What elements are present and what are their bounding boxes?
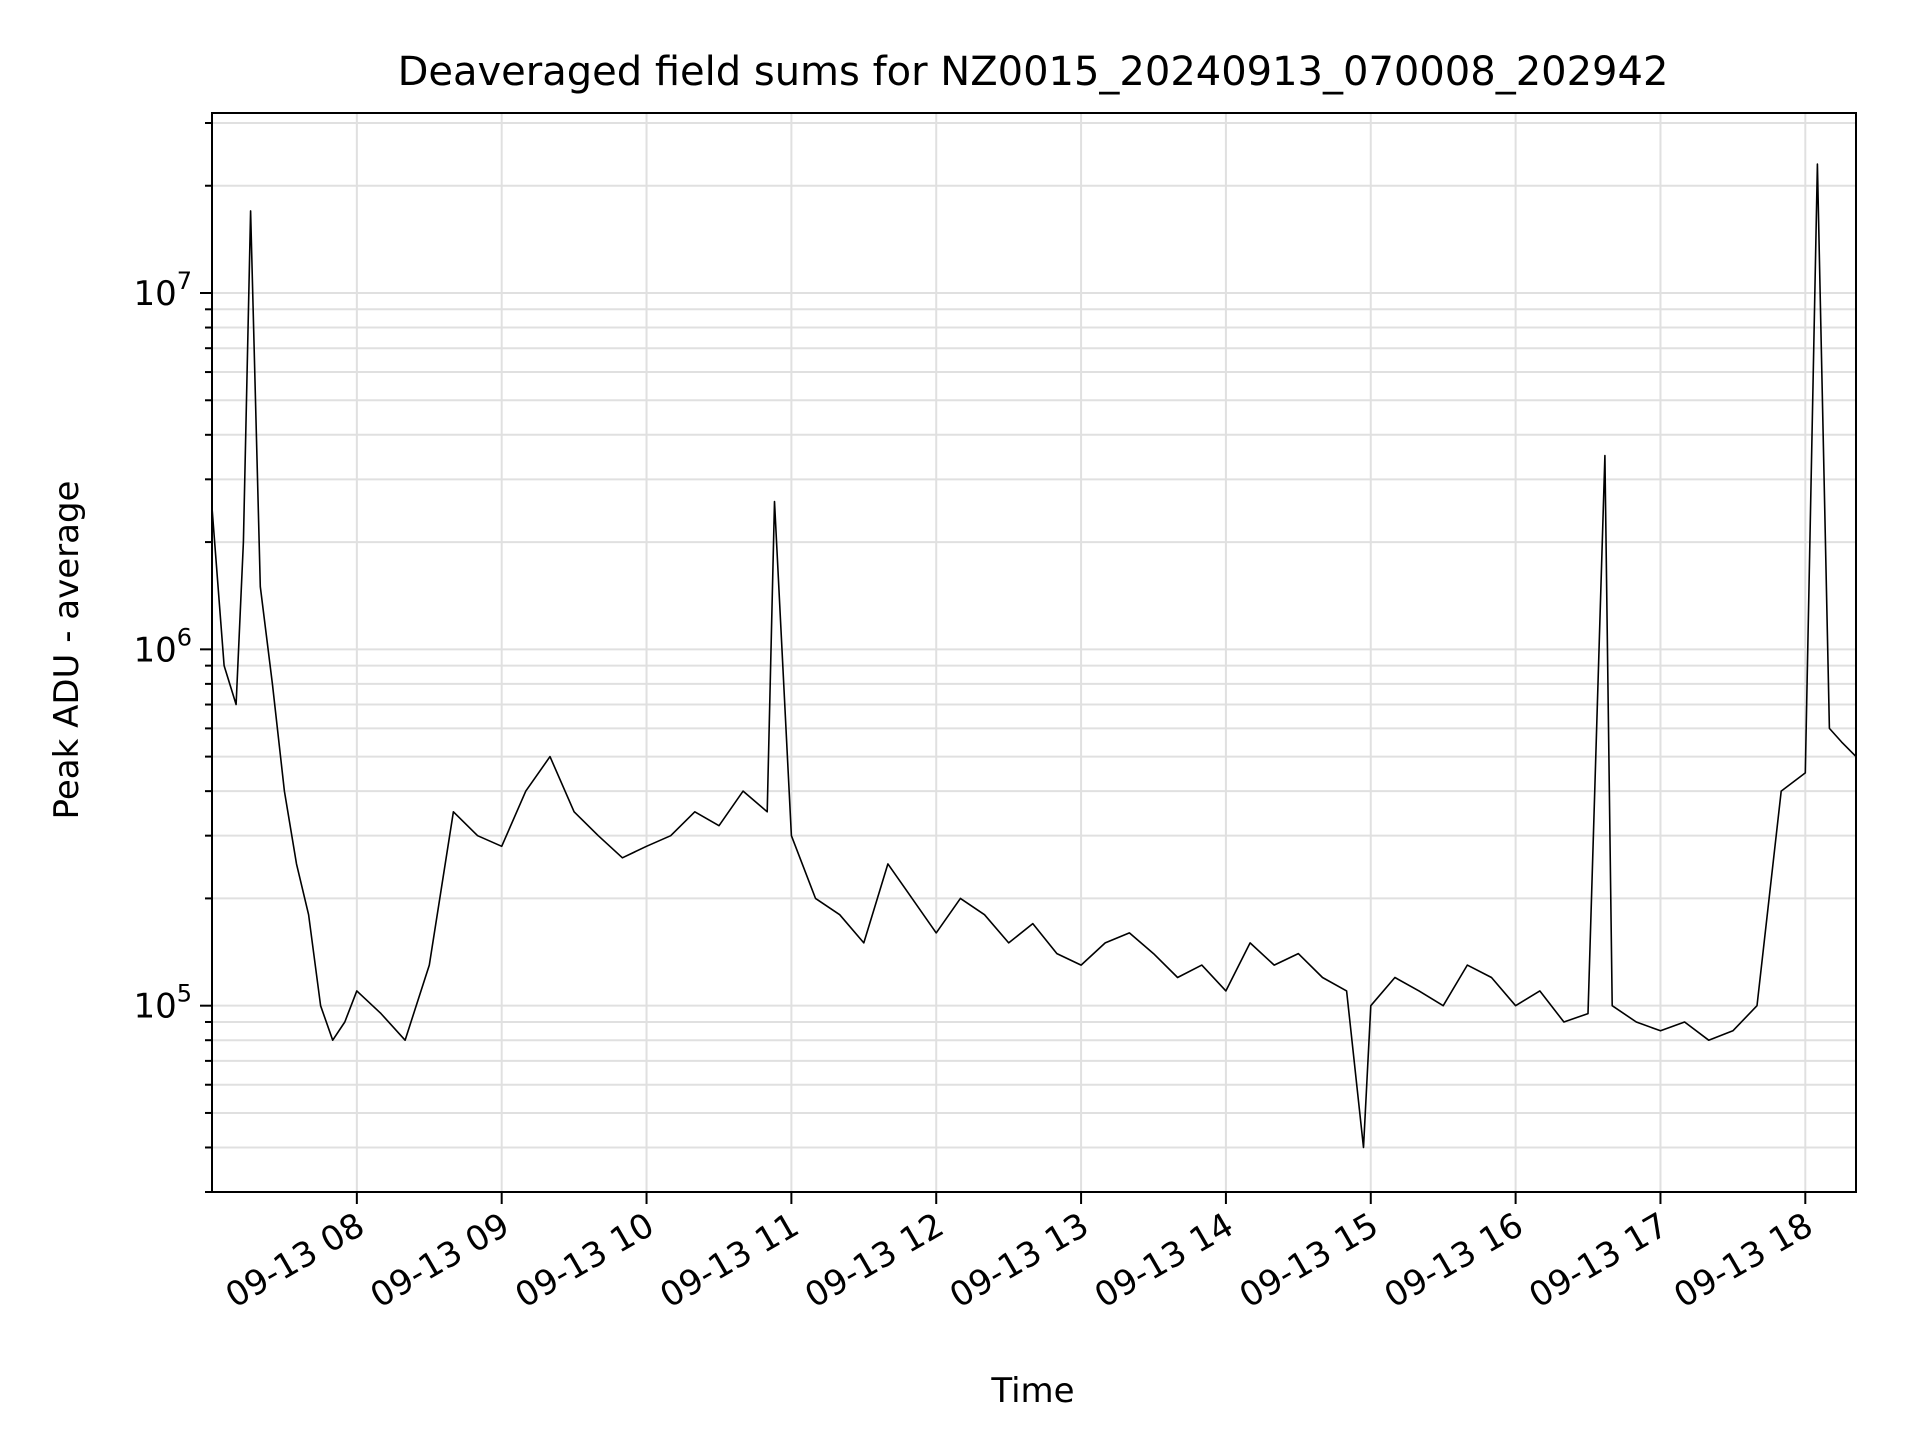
x-tick-label: 09-13 18 [1667,1205,1819,1316]
x-tick-label: 09-13 10 [509,1205,661,1316]
x-tick-label: 09-13 09 [364,1205,516,1316]
x-tick-label: 09-13 17 [1523,1205,1675,1316]
x-axis-label: Time [990,1371,1074,1411]
x-tick-label: 09-13 16 [1378,1205,1530,1316]
plot-frame [211,112,1857,1193]
y-tick-label: 106 [133,623,192,670]
x-tick-label: 09-13 14 [1088,1205,1240,1316]
series-layer [211,163,1857,1149]
y-axis-label: Peak ADU - average [47,481,87,820]
grid-lines [212,113,1856,1193]
x-tick-label: 09-13 11 [653,1205,805,1316]
series-line [211,163,1857,1149]
x-tick-label: 09-13 13 [943,1205,1095,1316]
chart-title: Deaveraged field sums for NZ0015_2024091… [398,49,1669,95]
y-tick-label: 107 [133,267,192,314]
x-tick-label: 09-13 12 [798,1205,950,1316]
y-axis: 105 106 107 [133,121,212,1193]
y-tick-label: 105 [133,980,192,1027]
x-tick-label: 09-13 15 [1233,1205,1385,1316]
x-tick-label: 09-13 08 [219,1205,371,1316]
